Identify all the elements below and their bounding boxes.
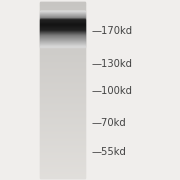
Text: —70kd: —70kd (92, 118, 127, 128)
Text: —55kd: —55kd (92, 147, 127, 157)
Text: —130kd: —130kd (92, 59, 133, 69)
Text: —170kd: —170kd (92, 26, 133, 37)
Text: —100kd: —100kd (92, 86, 133, 96)
